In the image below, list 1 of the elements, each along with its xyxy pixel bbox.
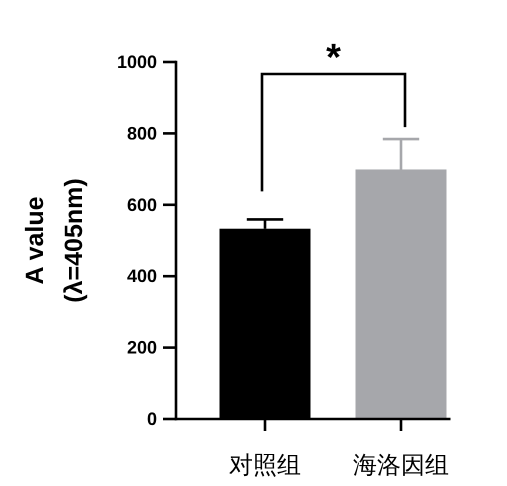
annotation: * <box>326 37 341 79</box>
